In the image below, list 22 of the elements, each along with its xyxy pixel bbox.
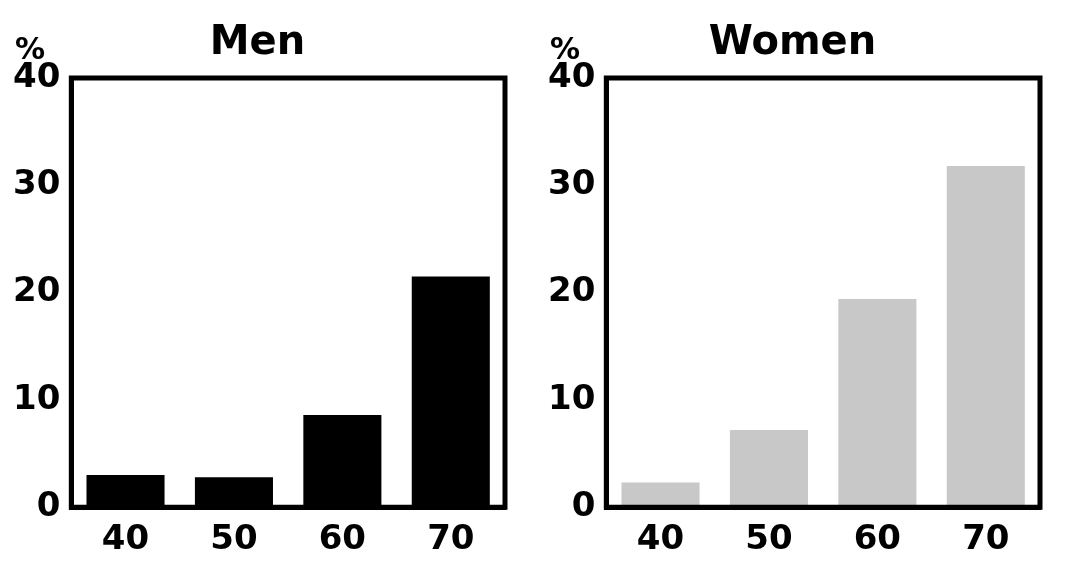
x-tick-label: 40	[636, 517, 685, 558]
x-tick-label: 60	[318, 517, 367, 558]
x-tick-label: 60	[853, 517, 902, 558]
bar	[621, 482, 700, 508]
y-tick-label: 20	[12, 269, 61, 310]
y-tick-label: 0	[36, 484, 61, 525]
bar	[838, 299, 917, 508]
y-tick-label: 30	[547, 162, 596, 203]
y-tick-label: 20	[547, 269, 596, 310]
y-tick-label: 10	[12, 376, 61, 417]
x-tick-label: 70	[962, 517, 1010, 558]
x-tick-label: 50	[745, 517, 793, 558]
bar	[729, 429, 808, 508]
chart-title: Women	[708, 17, 877, 64]
chart-title: Men	[209, 17, 306, 64]
x-tick-label: 40	[101, 517, 150, 558]
bar	[946, 165, 1025, 508]
x-tick-label: 50	[210, 517, 258, 558]
y-tick-label: 0	[571, 484, 596, 525]
y-tick-label: 30	[12, 162, 61, 203]
y-tick-label: 10	[547, 376, 596, 417]
x-tick-label: 70	[427, 517, 475, 558]
